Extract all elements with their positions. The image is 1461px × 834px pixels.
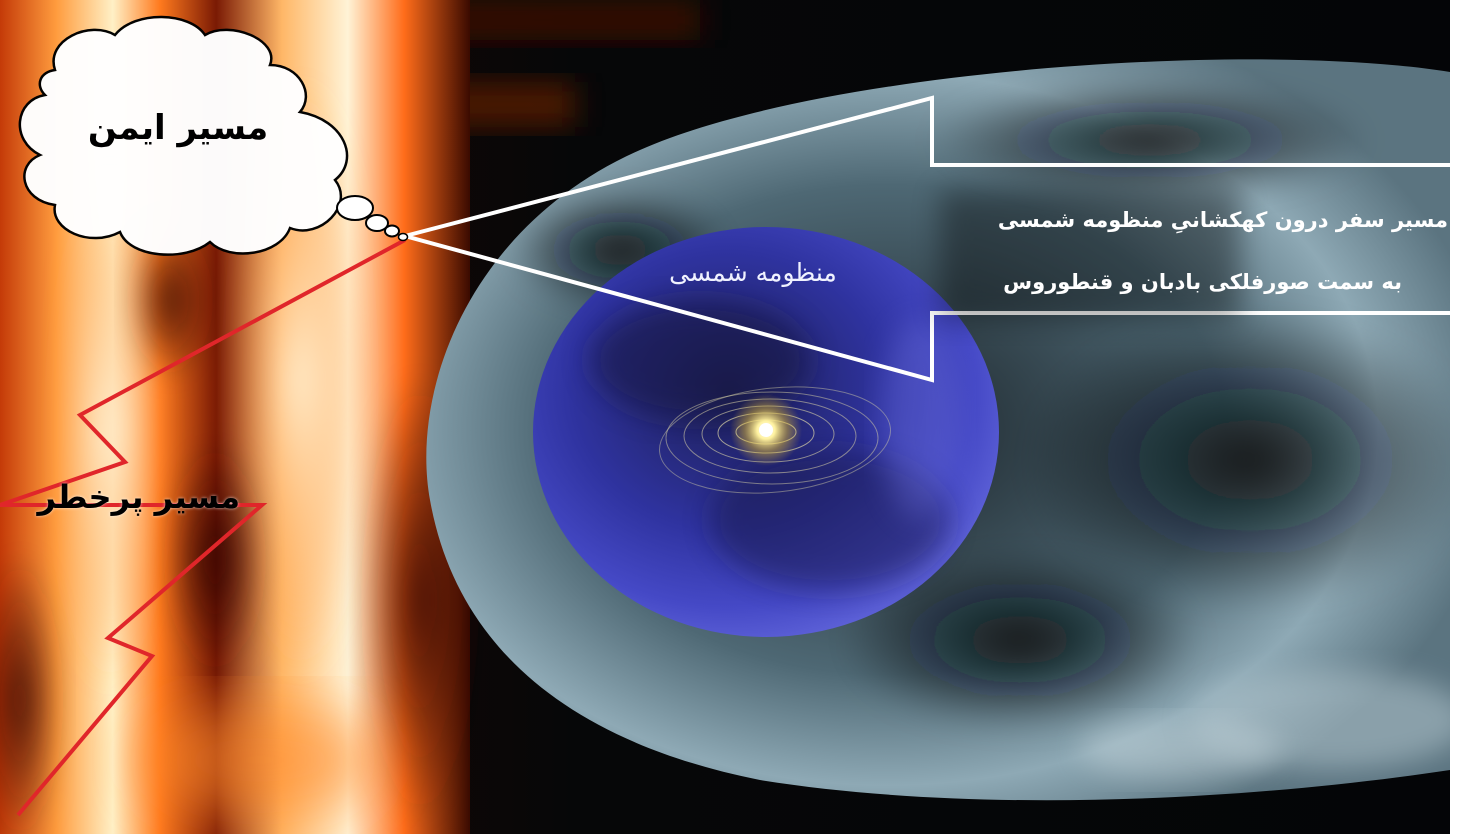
- dangerous-path-line: [0, 238, 406, 817]
- safe-path-arrow: [397, 95, 1450, 383]
- travel-path-label-line2: به سمت صورفلکی بادبان و قنطوروس: [1003, 270, 1402, 294]
- right-margin: [1450, 0, 1461, 834]
- sun: [730, 394, 802, 466]
- solar-system-label: منظومه شمسی: [669, 258, 837, 287]
- thought-cloud: [18, 15, 409, 256]
- travel-path-label-line1: مسیر سفر درون کهکشانیِ منظومه شمسی: [997, 208, 1448, 232]
- dangerous-path-label: مسیر پرخطر: [37, 478, 240, 516]
- safe-path-label: مسیر ایمن: [87, 108, 269, 148]
